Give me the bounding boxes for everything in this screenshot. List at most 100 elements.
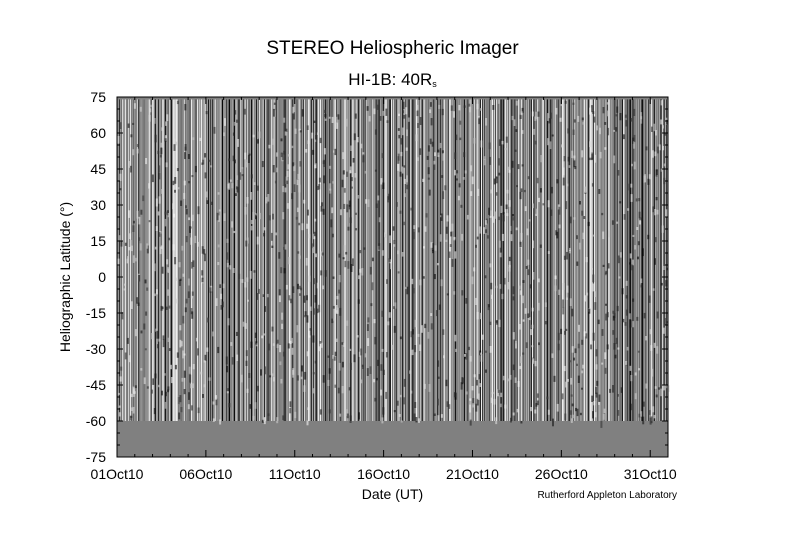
data-speckle	[498, 139, 501, 146]
data-speckle	[238, 273, 241, 279]
data-speckle	[367, 199, 370, 207]
data-column	[589, 99, 590, 422]
data-speckle	[508, 256, 511, 262]
data-column	[543, 99, 544, 422]
data-speckle	[284, 244, 287, 250]
data-speckle	[458, 183, 461, 188]
data-speckle	[358, 351, 361, 357]
data-speckle	[241, 279, 244, 283]
data-speckle	[512, 296, 515, 301]
data-speckle	[463, 152, 466, 158]
data-speckle	[403, 397, 406, 405]
data-column	[349, 99, 350, 422]
data-column	[525, 99, 526, 422]
data-speckle	[132, 387, 135, 394]
data-column	[173, 99, 174, 422]
data-speckle	[272, 377, 275, 382]
data-speckle	[591, 105, 593, 113]
data-speckle	[602, 264, 605, 267]
data-speckle	[498, 240, 501, 248]
data-column	[182, 99, 183, 422]
data-column	[198, 99, 199, 422]
data-speckle	[210, 165, 213, 168]
data-speckle	[573, 119, 576, 123]
data-column	[312, 99, 313, 422]
data-speckle	[212, 418, 215, 422]
data-speckle	[181, 377, 184, 382]
data-column	[644, 99, 645, 422]
data-speckle	[446, 293, 449, 296]
data-speckle	[268, 144, 271, 149]
data-speckle	[140, 330, 143, 334]
data-speckle	[627, 208, 630, 211]
data-speckle	[312, 308, 315, 315]
data-speckle	[396, 400, 399, 406]
data-column	[362, 99, 363, 422]
data-speckle	[338, 253, 341, 258]
data-speckle	[559, 117, 562, 122]
data-speckle	[267, 413, 270, 417]
data-speckle	[206, 347, 209, 352]
data-speckle	[382, 182, 385, 189]
data-speckle	[515, 227, 518, 231]
data-column	[159, 99, 160, 422]
data-speckle	[316, 282, 319, 289]
data-speckle	[128, 161, 131, 168]
data-speckle	[397, 250, 399, 255]
data-speckle	[306, 315, 309, 323]
x-tick-label: 06Oct10	[179, 466, 232, 482]
data-column	[570, 99, 571, 422]
data-speckle	[480, 354, 483, 362]
data-speckle	[429, 109, 432, 113]
data-speckle	[605, 303, 607, 306]
data-speckle	[315, 253, 317, 258]
data-speckle	[460, 382, 463, 390]
data-speckle	[632, 321, 635, 328]
data-speckle	[329, 183, 332, 191]
data-column	[455, 99, 456, 422]
data-speckle	[118, 405, 121, 408]
data-column	[627, 99, 628, 422]
data-speckle	[529, 284, 532, 289]
data-speckle	[499, 252, 502, 258]
data-speckle	[662, 145, 665, 151]
data-column	[177, 99, 178, 422]
data-speckle	[124, 283, 126, 286]
data-column	[281, 99, 282, 422]
data-speckle	[316, 185, 319, 191]
data-column	[579, 99, 580, 422]
data-speckle	[301, 223, 304, 231]
data-speckle	[525, 266, 528, 269]
data-speckle	[161, 390, 163, 396]
data-column	[357, 99, 358, 422]
data-speckle	[465, 391, 468, 395]
plot-area	[117, 97, 670, 457]
data-speckle	[433, 160, 436, 165]
data-speckle	[190, 295, 193, 299]
data-speckle	[327, 379, 330, 386]
data-speckle	[313, 120, 316, 123]
data-speckle	[163, 373, 166, 376]
data-speckle	[278, 252, 281, 259]
data-speckle	[287, 154, 290, 157]
data-speckle	[503, 277, 506, 285]
data-speckle	[345, 409, 348, 416]
data-speckle	[332, 181, 335, 184]
data-column	[529, 99, 530, 422]
data-column	[447, 99, 448, 422]
data-speckle	[532, 272, 535, 280]
data-speckle	[635, 198, 638, 202]
data-column	[657, 99, 658, 422]
data-speckle	[557, 332, 560, 341]
data-speckle	[243, 108, 246, 115]
data-speckle	[602, 231, 605, 240]
data-speckle	[154, 373, 157, 379]
data-speckle	[491, 391, 494, 395]
data-speckle	[386, 279, 388, 284]
data-column	[242, 99, 243, 422]
data-column	[318, 99, 319, 422]
data-speckle	[160, 147, 163, 155]
data-speckle	[519, 290, 522, 295]
data-speckle	[527, 269, 530, 276]
data-speckle	[179, 325, 182, 331]
